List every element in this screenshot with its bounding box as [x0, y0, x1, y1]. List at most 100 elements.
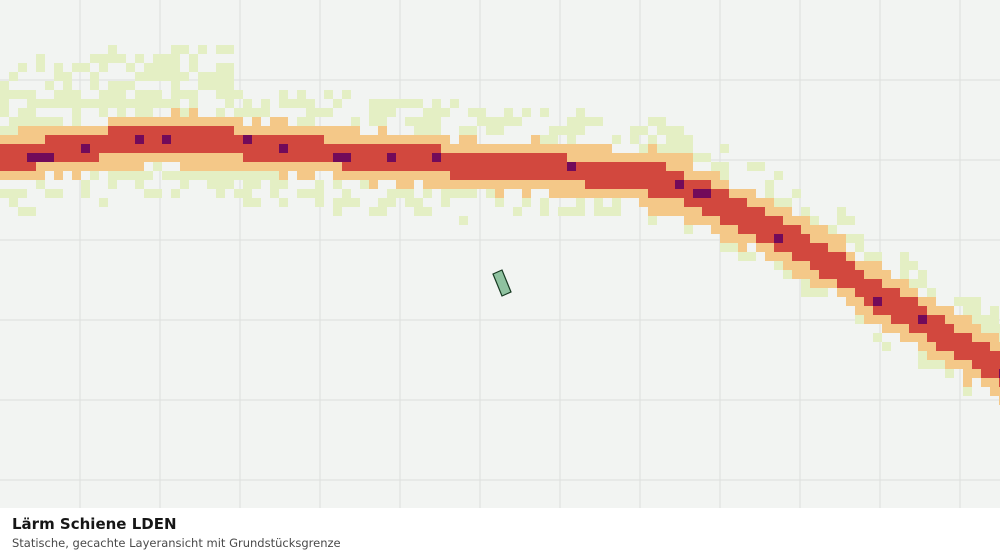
noise-cell-band3 — [288, 144, 297, 153]
noise-cell-band2 — [846, 252, 855, 261]
noise-cell-band2 — [279, 126, 288, 135]
noise-cell-band2 — [153, 153, 162, 162]
noise-cell-outer — [297, 189, 306, 198]
noise-cell-outer — [63, 81, 72, 90]
noise-cell-outer — [387, 99, 396, 108]
noise-cell-band2 — [117, 162, 126, 171]
noise-cell-band2 — [945, 360, 954, 369]
noise-cell-outer — [225, 63, 234, 72]
map-view[interactable] — [0, 0, 1000, 508]
noise-cell-band2 — [540, 144, 549, 153]
noise-cell-outer — [648, 117, 657, 126]
noise-cell-outer — [810, 216, 819, 225]
noise-cell-band3 — [855, 270, 864, 279]
noise-cell-outer — [135, 72, 144, 81]
noise-cell-band3 — [486, 171, 495, 180]
noise-cell-outer — [297, 90, 306, 99]
noise-cell-outer — [180, 180, 189, 189]
noise-cell-band3 — [666, 189, 675, 198]
noise-cell-band2 — [459, 144, 468, 153]
noise-cell-band3 — [468, 162, 477, 171]
noise-cell-band3 — [297, 135, 306, 144]
noise-cell-band2 — [693, 207, 702, 216]
noise-cell-band2 — [594, 189, 603, 198]
noise-cell-band2 — [972, 333, 981, 342]
noise-cell-outer — [9, 189, 18, 198]
noise-cell-band2 — [486, 144, 495, 153]
noise-cell-outer — [144, 90, 153, 99]
noise-cell-band3 — [990, 369, 999, 378]
noise-cell-outer — [144, 63, 153, 72]
noise-cell-band2 — [603, 153, 612, 162]
noise-cell-band2 — [864, 261, 873, 270]
noise-cell-outer — [495, 126, 504, 135]
noise-cell-band2 — [81, 126, 90, 135]
noise-cell-outer — [369, 108, 378, 117]
noise-cell-band2 — [945, 306, 954, 315]
noise-cell-band2 — [765, 198, 774, 207]
noise-cell-band2 — [783, 261, 792, 270]
noise-cell-band3 — [846, 279, 855, 288]
noise-cell-band2 — [711, 216, 720, 225]
noise-cell-band3 — [198, 135, 207, 144]
noise-cell-outer — [234, 189, 243, 198]
noise-cell-band2 — [99, 153, 108, 162]
noise-cell-band2 — [54, 162, 63, 171]
noise-cell-band3 — [612, 180, 621, 189]
noise-cell-outer — [918, 279, 927, 288]
noise-cell-band3 — [981, 351, 990, 360]
noise-band-core — [27, 135, 1000, 378]
noise-cell-outer — [495, 117, 504, 126]
noise-cell-outer — [108, 54, 117, 63]
noise-cell-band3 — [459, 171, 468, 180]
noise-cell-outer — [189, 90, 198, 99]
noise-cell-band2 — [729, 234, 738, 243]
noise-cell-band3 — [954, 342, 963, 351]
noise-cell-band3 — [135, 126, 144, 135]
noise-cell-outer — [576, 108, 585, 117]
noise-cell-band3 — [45, 135, 54, 144]
noise-cell-band3 — [54, 144, 63, 153]
noise-cell-core — [135, 135, 144, 144]
noise-cell-outer — [27, 117, 36, 126]
noise-cell-outer — [99, 90, 108, 99]
noise-cell-outer — [279, 180, 288, 189]
noise-cell-band3 — [252, 153, 261, 162]
noise-cell-band3 — [360, 162, 369, 171]
noise-cell-band2 — [198, 162, 207, 171]
noise-cell-band2 — [333, 171, 342, 180]
noise-cell-outer — [216, 108, 225, 117]
noise-cell-band3 — [315, 153, 324, 162]
noise-cell-outer — [918, 270, 927, 279]
noise-cell-band3 — [459, 153, 468, 162]
noise-cell-outer — [981, 324, 990, 333]
noise-cell-outer — [729, 243, 738, 252]
noise-cell-outer — [747, 162, 756, 171]
noise-cell-outer — [909, 261, 918, 270]
noise-cell-band3 — [36, 144, 45, 153]
noise-cell-band3 — [126, 144, 135, 153]
noise-cell-outer — [243, 99, 252, 108]
noise-cell-band2 — [936, 306, 945, 315]
noise-cell-outer — [639, 144, 648, 153]
noise-cell-outer — [720, 144, 729, 153]
parcel-boundary[interactable] — [492, 269, 512, 297]
noise-cell-band2 — [684, 153, 693, 162]
noise-cell-band2 — [360, 171, 369, 180]
noise-cell-outer — [36, 117, 45, 126]
noise-cell-band3 — [441, 162, 450, 171]
noise-cell-outer — [144, 72, 153, 81]
noise-cell-outer — [81, 99, 90, 108]
noise-cell-outer — [675, 144, 684, 153]
noise-cell-outer — [0, 108, 9, 117]
noise-cell-band3 — [909, 297, 918, 306]
noise-cell-band2 — [990, 342, 999, 351]
noise-cell-band3 — [405, 144, 414, 153]
noise-cell-band3 — [369, 144, 378, 153]
noise-cell-band2 — [423, 180, 432, 189]
noise-cell-band2 — [792, 261, 801, 270]
noise-cell-band2 — [270, 117, 279, 126]
noise-cell-band3 — [882, 306, 891, 315]
noise-cell-outer — [216, 189, 225, 198]
noise-cell-band3 — [990, 360, 999, 369]
